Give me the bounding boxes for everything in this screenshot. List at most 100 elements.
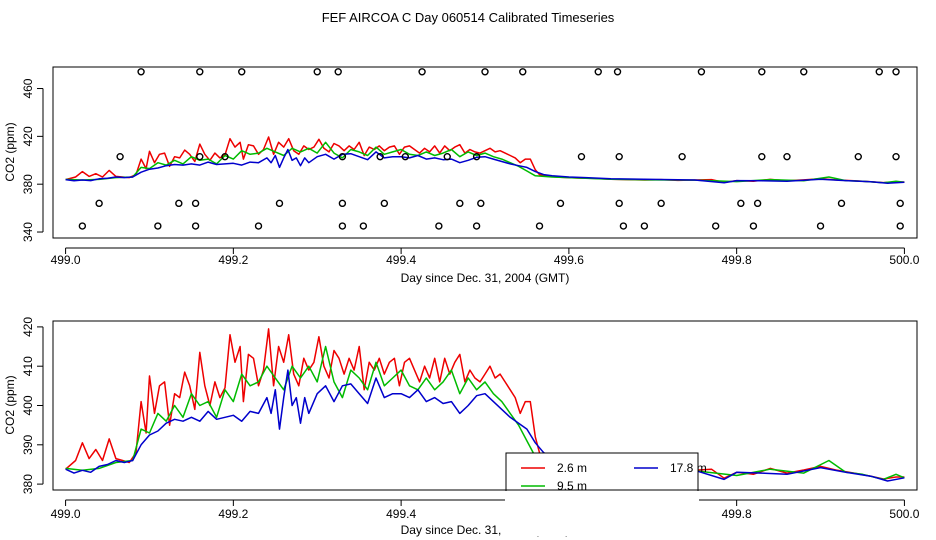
calibration-point (154, 222, 162, 230)
calibration-point (892, 68, 900, 76)
y-tick-label: 390 (21, 434, 35, 454)
calibration-point (175, 199, 183, 208)
calibration-point (783, 152, 791, 161)
calibration-point (556, 199, 565, 208)
calibration-point (613, 68, 622, 76)
legend-mask (505, 491, 699, 536)
x-tick-label: 499.6 (554, 253, 584, 267)
calibration-point (749, 222, 758, 230)
calibration-point (435, 222, 443, 230)
calibration-point (472, 152, 481, 161)
legend-label: 17.8 m (670, 461, 707, 475)
calibration-point (196, 152, 204, 161)
calibration-point (753, 199, 762, 208)
calibration-point (477, 199, 485, 208)
plot-frame (52, 320, 918, 491)
y-tick-label: 460 (21, 78, 35, 98)
calibration-point (896, 199, 904, 208)
calibration-point (196, 68, 204, 76)
calibration-point (481, 68, 489, 76)
series-line-17-8-m (65, 369, 905, 482)
calibration-point (334, 68, 342, 76)
calibration-point (254, 222, 263, 230)
x-tick-label: 499.4 (386, 253, 416, 267)
series-group (65, 328, 905, 482)
x-tick-label: 499.8 (722, 507, 752, 521)
calibration-point (892, 152, 900, 161)
calibration-point (443, 152, 451, 161)
legend: 2.6 m 9.5 m 17.8 m (505, 452, 707, 536)
series-line-2-6-m (65, 136, 905, 184)
calibration-point (816, 222, 825, 230)
y-axis-label: CO2 (ppm) (3, 122, 17, 181)
x-tick-label: 499.4 (386, 507, 416, 521)
plot-frame (52, 66, 918, 239)
x-tick-label: 499.0 (51, 507, 81, 521)
calibration-point (456, 199, 464, 208)
calibration-point (401, 152, 410, 161)
y-axis-label: CO2 (ppm) (3, 375, 17, 434)
calibration-point (875, 68, 883, 76)
y-tick-label: 380 (21, 174, 35, 194)
calibration-point (758, 152, 766, 161)
calibration-point (380, 199, 389, 208)
y-tick-label: 340 (21, 222, 35, 242)
calibration-point (418, 68, 426, 76)
calibration-point (697, 68, 706, 76)
x-tick-label: 500.0 (889, 253, 919, 267)
x-tick-label: 499.2 (218, 507, 248, 521)
legend-label: 9.5 m (557, 479, 587, 493)
calibration-point (137, 68, 145, 76)
calibration-point (535, 222, 544, 230)
series-line-17-8-m (65, 148, 905, 184)
calibration-point (594, 68, 602, 76)
calibration-point (191, 222, 200, 230)
y-tick-label: 380 (21, 474, 35, 494)
calibration-point (577, 152, 586, 161)
page-title: FEF AIRCOA C Day 060514 Calibrated Times… (321, 10, 615, 25)
calibration-point (678, 152, 686, 161)
calibration-point (376, 152, 384, 161)
calibration-point (758, 68, 766, 76)
calibration-point (338, 199, 347, 208)
calibration-point (640, 222, 649, 230)
calibration-point (854, 152, 862, 161)
y-tick-label: 410 (21, 356, 35, 376)
calibration-point (221, 152, 229, 161)
calibration-point (78, 222, 87, 230)
calibration-point (615, 199, 623, 208)
calibration-point (338, 222, 347, 230)
calibration-point (519, 68, 527, 76)
y-tick-label: 420 (21, 317, 35, 337)
series-line-9-5-m (65, 345, 905, 481)
series-line-9-5-m (65, 141, 905, 184)
x-tick-label: 500.0 (889, 507, 919, 521)
calibration-point (657, 199, 665, 208)
calibration-point (711, 222, 720, 230)
calibration-point (238, 68, 246, 76)
calibration-point (800, 68, 808, 76)
x-tick-label: 499.8 (722, 253, 752, 267)
calibration-point (338, 152, 347, 161)
calibration-point (359, 222, 368, 230)
calibration-point (896, 222, 904, 230)
calibration-point (191, 199, 200, 208)
calibration-point (313, 68, 321, 76)
x-axis-label: Day since Dec. 31, 2004 (GMT) (401, 271, 570, 285)
x-tick-label: 499.2 (218, 253, 248, 267)
calibration-point (275, 199, 284, 208)
legend-label: 2.6 m (557, 461, 587, 475)
x-tick-label: 499.0 (51, 253, 81, 267)
y-tick-label: 400 (21, 395, 35, 415)
calibration-point (95, 199, 103, 208)
top-panel: 499.0 499.2 499.4 499.6 499.8 500.0 Day since … (3, 66, 920, 285)
y-tick-label: 420 (21, 126, 35, 146)
calibration-point (116, 152, 124, 161)
calibration-point (619, 222, 628, 230)
calibration-point (472, 222, 481, 230)
series-group (65, 136, 905, 184)
calibration-point (837, 199, 846, 208)
series-line-2-6-m (65, 328, 905, 480)
